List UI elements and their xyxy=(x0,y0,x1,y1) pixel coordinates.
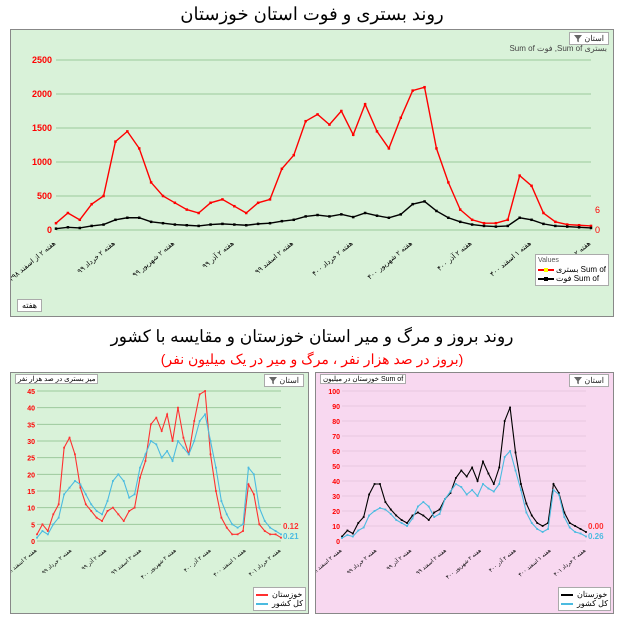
bottom-right-box: استان خوزستان در میلیون Sum of 010203040… xyxy=(315,372,614,614)
svg-text:هفته ۲ خرداد ۴۰۰: هفته ۲ خرداد ۴۰۰ xyxy=(311,239,355,278)
svg-text:40: 40 xyxy=(27,406,35,413)
legend-swatch xyxy=(561,594,573,596)
bottom-subtitle: (بروز در صد هزار نفر ، مرگ و میر در یک م… xyxy=(0,351,624,372)
svg-text:0.26: 0.26 xyxy=(588,532,604,541)
bl-legend: خوزستان کل کشور xyxy=(253,587,306,611)
top-chart-panel: استان Sum of فوت ,Sum of بستری 050010001… xyxy=(10,29,614,317)
svg-text:0.00: 0.00 xyxy=(588,522,604,531)
svg-text:100: 100 xyxy=(328,389,340,396)
legend-label: بستری Sum of xyxy=(556,265,606,274)
svg-text:0: 0 xyxy=(595,225,600,235)
legend-label: کل کشور xyxy=(577,599,608,608)
br-chart-svg: 0102030405060708090100هفته ۲ اسفند ۱۳۹۸ه… xyxy=(316,373,614,613)
svg-text:10: 10 xyxy=(332,524,340,531)
svg-text:0: 0 xyxy=(31,539,35,546)
svg-text:25: 25 xyxy=(27,456,35,463)
legend-label: فوت Sum of xyxy=(556,274,599,283)
svg-text:80: 80 xyxy=(332,419,340,426)
legend-item: خوزستان xyxy=(256,590,303,599)
svg-text:50: 50 xyxy=(332,464,340,471)
svg-text:هفته ۲ اسفند ۹۹: هفته ۲ اسفند ۹۹ xyxy=(415,547,448,576)
svg-text:35: 35 xyxy=(27,422,35,429)
top-legend: Values بستری Sum of فوت Sum of xyxy=(535,254,609,286)
svg-text:6: 6 xyxy=(595,205,600,215)
svg-text:هفته ۲ شهریور ۴۰۰: هفته ۲ شهریور ۴۰۰ xyxy=(445,548,483,581)
svg-text:1000: 1000 xyxy=(32,157,52,167)
legend-item-fot: فوت Sum of xyxy=(538,274,606,283)
svg-text:هفته ۲ شهریور ۹۹: هفته ۲ شهریور ۹۹ xyxy=(132,240,177,279)
svg-text:20: 20 xyxy=(332,509,340,516)
svg-text:هفته ۱ اسفند ۴۰۰: هفته ۱ اسفند ۴۰۰ xyxy=(212,547,247,578)
bottom-left-box: استان میز بستری در صد هزار نفر 051015202… xyxy=(10,372,309,614)
legend-label: کل کشور xyxy=(272,599,303,608)
legend-item-bastari: بستری Sum of xyxy=(538,265,606,274)
svg-text:هفته ۲ آذر ۹۹: هفته ۲ آذر ۹۹ xyxy=(200,238,236,271)
svg-text:0: 0 xyxy=(47,225,52,235)
legend-swatch xyxy=(538,276,554,282)
svg-text:60: 60 xyxy=(332,449,340,456)
svg-text:هفته ۲ آذر ۴۰۰: هفته ۲ آذر ۴۰۰ xyxy=(182,546,213,574)
svg-text:1500: 1500 xyxy=(32,123,52,133)
svg-text:500: 500 xyxy=(37,191,52,201)
svg-text:هفته ۲ اسفند ۹۹: هفته ۲ اسفند ۹۹ xyxy=(110,547,143,576)
svg-text:هفته ۱ اسفند ۴۰۰: هفته ۱ اسفند ۴۰۰ xyxy=(517,547,552,578)
svg-text:هفته ۲ اسفند ۱۳۹۸: هفته ۲ اسفند ۱۳۹۸ xyxy=(316,547,343,580)
svg-text:0.12: 0.12 xyxy=(283,522,299,531)
legend-swatch xyxy=(538,267,554,273)
svg-text:2500: 2500 xyxy=(32,55,52,65)
svg-text:هفته ۲ خرداد ۹۹: هفته ۲ خرداد ۹۹ xyxy=(346,547,379,576)
svg-text:20: 20 xyxy=(27,472,35,479)
bottom-title: روند بروز و مرگ و میر استان خوزستان و مق… xyxy=(0,323,624,351)
svg-text:0: 0 xyxy=(336,539,340,546)
bl-chart-svg: 051015202530354045هفته ۲ اسفند ۱۳۹۸هفته … xyxy=(11,373,309,613)
svg-text:هفته ۲ آذر ۹۹: هفته ۲ آذر ۹۹ xyxy=(80,546,109,572)
svg-text:90: 90 xyxy=(332,404,340,411)
top-chart-svg: 0 500 1000 1500 2000 2500 0 6 هفته ۲ از اسفند ۱۳… xyxy=(11,30,615,316)
legend-item: کل کشور xyxy=(256,599,303,608)
svg-text:40: 40 xyxy=(332,479,340,486)
svg-text:هفته ۲ خرداد ۴۰۱: هفته ۲ خرداد ۴۰۱ xyxy=(552,547,587,578)
svg-text:هفته ۲ شهریور ۴۰۰: هفته ۲ شهریور ۴۰۰ xyxy=(367,240,415,281)
svg-text:2000: 2000 xyxy=(32,89,52,99)
legend-swatch xyxy=(256,603,268,605)
svg-text:هفته ۲ شهریور ۴۰۰: هفته ۲ شهریور ۴۰۰ xyxy=(140,548,178,581)
legend-label: خوزستان xyxy=(272,590,302,599)
svg-text:هفته ۲ آذر ۴۰۰: هفته ۲ آذر ۴۰۰ xyxy=(434,238,473,273)
top-chart-box: استان Sum of فوت ,Sum of بستری 050010001… xyxy=(10,29,614,317)
svg-text:هفته ۲ اسفند ۱۳۹۸: هفته ۲ اسفند ۱۳۹۸ xyxy=(11,547,38,580)
footer-label: هفته xyxy=(22,301,37,310)
svg-text:30: 30 xyxy=(27,439,35,446)
svg-text:هفته ۲ خرداد ۹۹: هفته ۲ خرداد ۹۹ xyxy=(41,547,74,576)
bottom-row: استان میز بستری در صد هزار نفر 051015202… xyxy=(10,372,614,614)
svg-text:5: 5 xyxy=(31,522,35,529)
svg-text:0.21: 0.21 xyxy=(283,532,299,541)
svg-text:هفته ۲ خرداد ۴۰۱: هفته ۲ خرداد ۴۰۱ xyxy=(247,547,282,578)
legend-title: Values xyxy=(538,257,606,265)
svg-text:هفته ۲ خرداد ۹۹: هفته ۲ خرداد ۹۹ xyxy=(76,239,117,275)
legend-item: کل کشور xyxy=(561,599,608,608)
svg-text:70: 70 xyxy=(332,434,340,441)
svg-text:هفته ۲ از اسفند ۱۳۹۸: هفته ۲ از اسفند ۱۳۹۸ xyxy=(11,239,58,285)
svg-text:هفته ۲ آذر ۹۹: هفته ۲ آذر ۹۹ xyxy=(385,546,414,572)
svg-text:15: 15 xyxy=(27,489,35,496)
svg-text:30: 30 xyxy=(332,494,340,501)
legend-label: خوزستان xyxy=(577,590,607,599)
legend-item: خوزستان xyxy=(561,590,608,599)
br-legend: خوزستان کل کشور xyxy=(558,587,611,611)
svg-text:45: 45 xyxy=(27,389,35,396)
legend-swatch xyxy=(561,603,573,605)
svg-text:هفته ۲ آذر ۴۰۰: هفته ۲ آذر ۴۰۰ xyxy=(487,546,518,574)
footer-label-box: هفته xyxy=(17,299,42,312)
top-title: روند بستری و فوت استان خوزستان xyxy=(0,0,624,29)
bottom-left-panel: استان میز بستری در صد هزار نفر 051015202… xyxy=(10,372,309,614)
legend-swatch xyxy=(256,594,268,596)
svg-text:10: 10 xyxy=(27,506,35,513)
svg-text:هفته ۲ اسفند ۹۹: هفته ۲ اسفند ۹۹ xyxy=(254,239,296,276)
bottom-right-panel: استان خوزستان در میلیون Sum of 010203040… xyxy=(315,372,614,614)
svg-text:هفته ۱ اسفند ۴۰۰: هفته ۱ اسفند ۴۰۰ xyxy=(489,239,534,278)
